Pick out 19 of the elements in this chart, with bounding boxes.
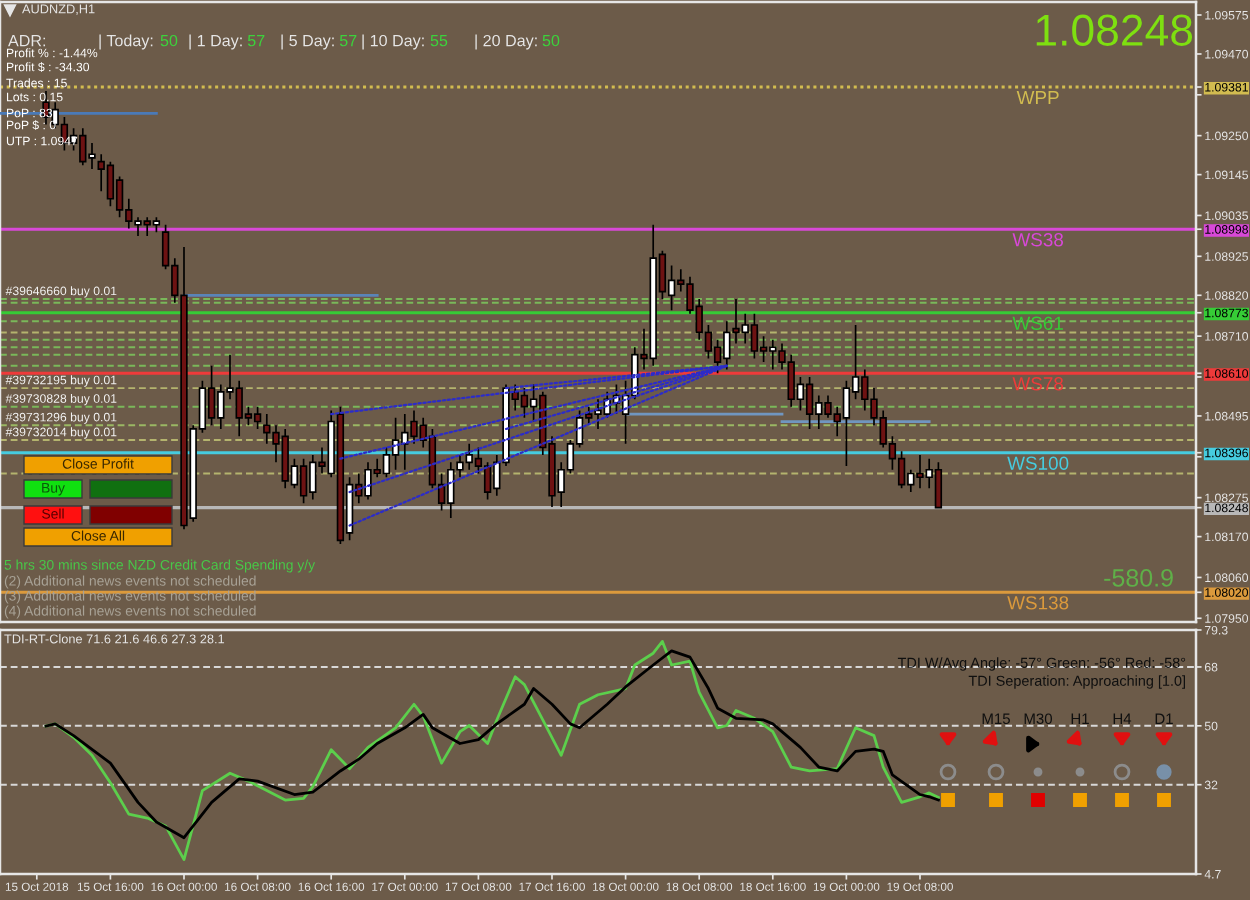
annotation: | 10 Day: <box>362 34 424 50</box>
annotation: -580.9 <box>1104 569 1173 587</box>
ref-line-label: WS100 <box>1007 456 1069 470</box>
ref-line-label: WS138 <box>1007 596 1069 610</box>
annotation: 57 <box>339 35 357 47</box>
annotation: | 20 Day: <box>475 34 537 50</box>
ref-line-label: WS61 <box>1012 316 1063 330</box>
annotation: ADR: <box>8 35 46 47</box>
annotation: 55 <box>430 35 448 47</box>
annotation: | 1 Day: <box>189 34 242 50</box>
annotation: 50 <box>542 34 560 47</box>
ref-line-label: WS38 <box>1012 233 1064 247</box>
annotation: 50 <box>160 34 178 47</box>
ref-line-label: WPP <box>1016 91 1059 105</box>
ref-line-label: WS78 <box>1012 377 1064 391</box>
annotation: | Today: <box>99 34 153 50</box>
annotation: 57 <box>247 35 265 47</box>
annotation: 1.08248 <box>1036 14 1193 46</box>
annotation: | 5 Day: <box>281 34 334 50</box>
